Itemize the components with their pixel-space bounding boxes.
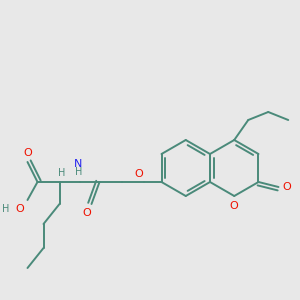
Text: H: H: [75, 167, 82, 177]
Text: H: H: [2, 204, 9, 214]
Text: H: H: [58, 168, 65, 178]
Text: O: O: [15, 204, 24, 214]
Text: O: O: [82, 208, 91, 218]
Text: O: O: [23, 148, 32, 158]
Text: N: N: [74, 159, 83, 169]
Text: O: O: [282, 182, 291, 192]
Text: O: O: [230, 201, 239, 211]
Text: O: O: [134, 169, 143, 179]
